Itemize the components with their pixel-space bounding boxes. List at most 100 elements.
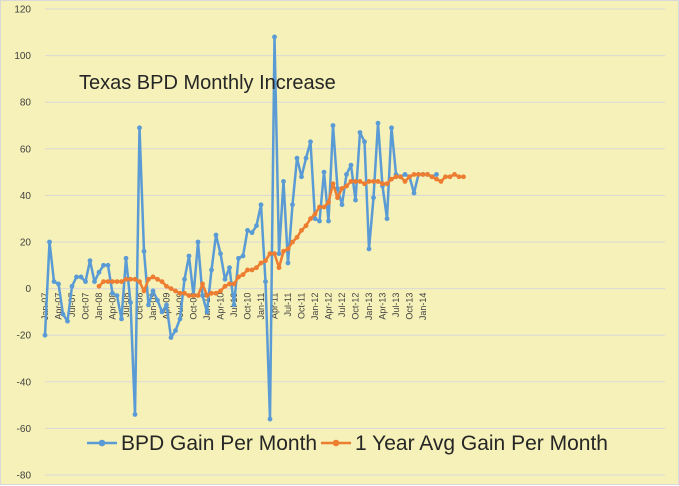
data-point	[141, 248, 147, 254]
data-point	[240, 253, 246, 259]
data-point	[380, 181, 385, 187]
data-point	[218, 288, 223, 294]
x-tick-label: Oct-11	[297, 293, 307, 319]
data-point	[204, 293, 210, 298]
data-point	[258, 202, 264, 208]
data-point	[303, 223, 309, 229]
x-tick-label: Apr-08	[108, 293, 118, 320]
data-point	[146, 276, 151, 282]
data-point	[155, 276, 160, 282]
data-point	[456, 174, 462, 180]
x-tick-label: Apr-11	[270, 293, 280, 319]
data-point	[101, 279, 106, 285]
y-tick-label: -60	[17, 424, 32, 435]
data-point	[258, 260, 264, 266]
data-point	[371, 179, 376, 184]
data-point	[47, 239, 52, 245]
data-point	[213, 232, 219, 238]
data-point	[240, 272, 246, 278]
data-point	[213, 290, 219, 296]
data-point	[335, 186, 340, 191]
data-point	[375, 179, 381, 184]
data-point	[353, 197, 358, 203]
data-point	[384, 216, 390, 222]
data-point	[326, 199, 331, 205]
data-point	[389, 125, 394, 131]
legend-marker-bpd-gain	[98, 439, 106, 447]
data-point	[344, 183, 349, 189]
x-tick-label: Apr-12	[324, 293, 334, 320]
y-tick-label: -20	[17, 331, 32, 342]
x-tick-label: Jul-11	[283, 293, 293, 317]
data-point	[276, 251, 282, 257]
data-point	[182, 290, 187, 296]
data-point	[357, 179, 363, 184]
y-tick-label: -80	[17, 471, 32, 482]
data-point	[137, 279, 142, 285]
y-tick-label: 80	[20, 98, 32, 109]
data-point	[434, 176, 439, 182]
data-point	[128, 300, 133, 305]
data-point	[209, 290, 214, 296]
y-tick-label: 120	[14, 5, 31, 16]
legend-label-bpd-gain: BPD Gain Per Month	[121, 432, 317, 455]
data-point	[411, 190, 417, 196]
data-point	[96, 269, 102, 275]
x-tick-label: Oct-07	[81, 293, 91, 320]
data-point	[200, 281, 205, 287]
data-point	[186, 253, 192, 259]
data-point	[308, 139, 313, 145]
data-point	[164, 283, 169, 289]
data-point	[105, 262, 111, 268]
data-point	[159, 279, 165, 285]
series-1yr-avg	[96, 172, 466, 298]
data-point	[105, 279, 111, 285]
x-axis-ticks: Jan-07 Apr-07 Jul-07 Oct-07 Jan-08 Apr-08 Jul-…	[40, 293, 428, 321]
data-point	[132, 412, 138, 417]
data-point	[443, 174, 448, 180]
data-point	[294, 234, 300, 240]
y-tick-label: 60	[20, 144, 32, 155]
data-point	[96, 283, 102, 289]
data-point	[249, 267, 255, 273]
data-point	[290, 239, 295, 245]
data-point	[402, 179, 408, 184]
x-tick-label: Jul-09	[175, 293, 185, 318]
data-point	[119, 279, 124, 285]
data-point	[164, 302, 169, 308]
legend-label-1yr-avg: 1 Year Avg Gain Per Month	[355, 432, 608, 455]
data-point	[299, 174, 304, 180]
data-point	[281, 179, 286, 184]
data-point	[285, 260, 291, 266]
data-point	[168, 335, 174, 340]
data-point	[344, 172, 349, 177]
x-tick-label: Oct-13	[405, 293, 415, 320]
data-point	[195, 239, 201, 245]
data-point	[272, 34, 277, 40]
data-point	[339, 186, 345, 191]
data-point	[438, 179, 444, 184]
legend: BPD Gain Per Month 1 Year Avg Gain Per M…	[87, 432, 608, 455]
data-point	[290, 202, 295, 208]
x-tick-label: Jul-13	[391, 293, 401, 318]
data-point	[114, 293, 120, 298]
data-point	[308, 216, 313, 222]
x-tick-label: Oct-12	[351, 293, 361, 320]
data-point	[303, 155, 309, 161]
data-point	[362, 181, 367, 187]
y-tick-label: 20	[20, 238, 32, 249]
data-point	[294, 155, 300, 161]
data-point	[236, 255, 241, 261]
data-point	[173, 288, 178, 294]
data-point	[168, 286, 174, 291]
data-point	[186, 293, 192, 298]
data-point	[452, 172, 457, 177]
series-line-bpd-gain	[43, 35, 438, 421]
data-point	[263, 258, 268, 264]
data-point	[51, 279, 57, 285]
data-point	[159, 309, 165, 315]
y-tick-label: -40	[17, 377, 32, 388]
data-point	[384, 181, 390, 187]
